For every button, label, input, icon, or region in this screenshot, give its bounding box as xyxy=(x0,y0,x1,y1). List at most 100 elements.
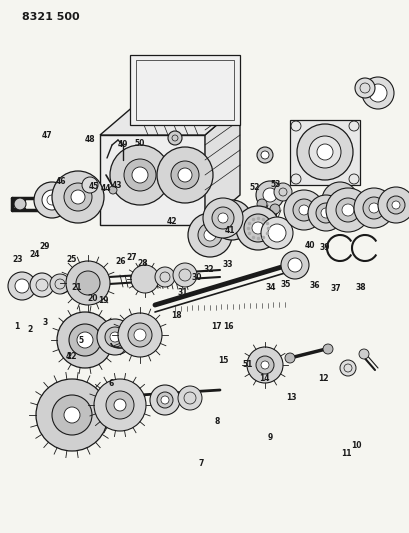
Circle shape xyxy=(261,217,292,249)
Circle shape xyxy=(236,206,279,250)
Circle shape xyxy=(204,229,216,241)
Text: 19: 19 xyxy=(98,296,108,304)
Text: 24: 24 xyxy=(29,251,40,259)
Circle shape xyxy=(77,332,93,348)
Text: 16: 16 xyxy=(222,322,233,330)
Text: 8321 500: 8321 500 xyxy=(22,12,79,22)
Circle shape xyxy=(64,407,80,423)
Circle shape xyxy=(161,396,169,404)
Circle shape xyxy=(188,213,231,257)
Circle shape xyxy=(168,131,182,145)
Text: 35: 35 xyxy=(280,280,291,288)
Circle shape xyxy=(227,215,236,225)
Text: 8: 8 xyxy=(214,417,220,425)
Circle shape xyxy=(66,261,110,305)
Text: 48: 48 xyxy=(85,135,95,144)
Text: 34: 34 xyxy=(265,284,275,292)
Circle shape xyxy=(155,267,175,287)
Circle shape xyxy=(280,251,308,279)
Polygon shape xyxy=(100,135,204,225)
Circle shape xyxy=(124,159,155,191)
Text: 6: 6 xyxy=(108,379,113,388)
Text: 23: 23 xyxy=(12,255,22,264)
Text: 10: 10 xyxy=(351,441,361,449)
Polygon shape xyxy=(100,105,239,135)
Circle shape xyxy=(283,190,323,230)
Circle shape xyxy=(34,182,70,218)
Circle shape xyxy=(256,147,272,163)
Text: 21: 21 xyxy=(72,284,82,292)
Circle shape xyxy=(97,319,133,355)
Circle shape xyxy=(315,203,335,223)
Circle shape xyxy=(64,183,92,211)
Circle shape xyxy=(105,327,125,347)
Text: 47: 47 xyxy=(42,132,52,140)
Text: 18: 18 xyxy=(171,311,181,320)
Text: 2: 2 xyxy=(27,325,32,334)
Circle shape xyxy=(118,313,162,357)
Circle shape xyxy=(386,196,404,214)
Text: 45: 45 xyxy=(89,182,99,191)
Circle shape xyxy=(171,161,198,189)
Circle shape xyxy=(361,77,393,109)
Circle shape xyxy=(134,329,146,341)
Circle shape xyxy=(296,124,352,180)
Circle shape xyxy=(261,361,268,369)
Circle shape xyxy=(320,208,330,218)
Text: 14: 14 xyxy=(258,374,269,383)
Circle shape xyxy=(94,379,146,431)
Circle shape xyxy=(308,136,340,168)
Circle shape xyxy=(109,186,117,194)
Text: 26: 26 xyxy=(115,257,126,265)
Circle shape xyxy=(57,312,113,368)
Circle shape xyxy=(256,199,266,209)
Circle shape xyxy=(292,199,314,221)
Text: 29: 29 xyxy=(39,243,49,251)
Circle shape xyxy=(368,84,386,102)
Text: 32: 32 xyxy=(203,265,214,273)
Text: 36: 36 xyxy=(309,281,319,289)
Text: 40: 40 xyxy=(303,241,314,249)
Text: 12: 12 xyxy=(318,374,328,383)
Circle shape xyxy=(178,168,191,182)
Circle shape xyxy=(267,224,285,242)
Circle shape xyxy=(341,204,353,216)
Text: 50: 50 xyxy=(134,140,144,148)
Circle shape xyxy=(354,78,374,98)
Circle shape xyxy=(128,323,152,347)
Text: 49: 49 xyxy=(117,141,128,149)
Polygon shape xyxy=(204,105,239,225)
Text: 53: 53 xyxy=(270,181,281,189)
Circle shape xyxy=(270,204,279,214)
Circle shape xyxy=(30,273,54,297)
Circle shape xyxy=(71,190,85,204)
Circle shape xyxy=(42,190,62,210)
Circle shape xyxy=(132,167,148,183)
Circle shape xyxy=(218,213,227,223)
Circle shape xyxy=(353,188,393,228)
Circle shape xyxy=(211,200,252,240)
Text: 46: 46 xyxy=(55,177,66,185)
Text: 41: 41 xyxy=(224,226,234,235)
Circle shape xyxy=(106,391,134,419)
Circle shape xyxy=(150,385,180,415)
Circle shape xyxy=(110,332,120,342)
Circle shape xyxy=(220,209,243,231)
Text: 4: 4 xyxy=(66,352,71,360)
Text: 1: 1 xyxy=(14,322,19,331)
Text: 27: 27 xyxy=(126,253,137,262)
Text: 13: 13 xyxy=(285,393,296,401)
Circle shape xyxy=(298,205,308,215)
Circle shape xyxy=(178,386,202,410)
Text: 39: 39 xyxy=(319,244,330,252)
Circle shape xyxy=(255,356,273,374)
Circle shape xyxy=(307,195,343,231)
Circle shape xyxy=(8,272,36,300)
Circle shape xyxy=(339,360,355,376)
Text: 17: 17 xyxy=(210,322,221,330)
Circle shape xyxy=(252,222,263,234)
Circle shape xyxy=(335,198,359,222)
Text: 22: 22 xyxy=(66,352,77,360)
Circle shape xyxy=(110,145,170,205)
Text: 51: 51 xyxy=(242,360,253,368)
